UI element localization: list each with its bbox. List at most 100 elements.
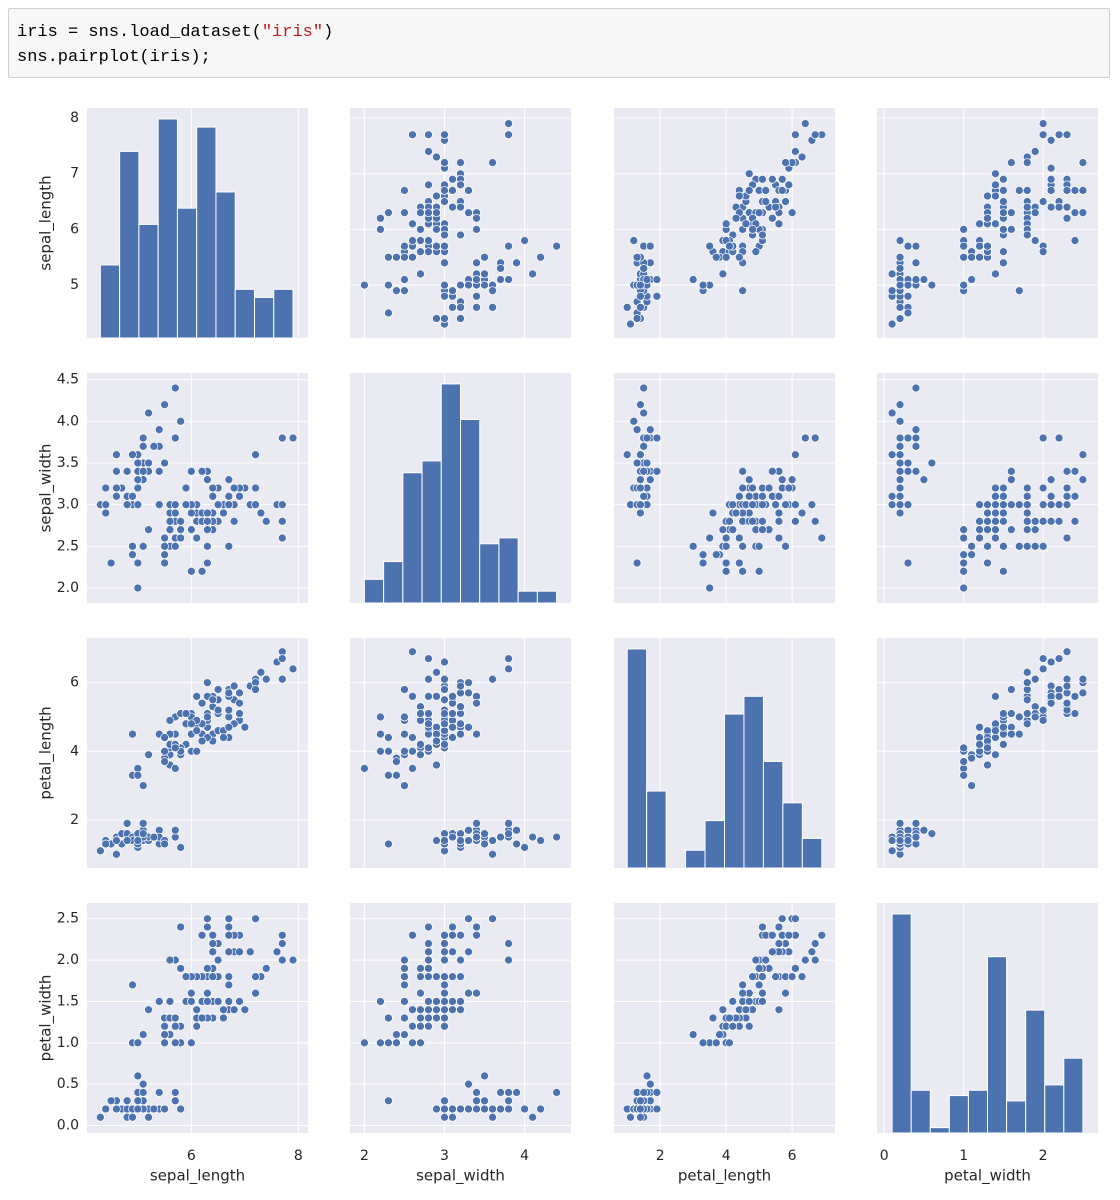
scatter-point (464, 1079, 473, 1089)
scatter-point (1078, 208, 1088, 218)
scatter-point (738, 286, 747, 296)
scatter-point (552, 1088, 561, 1097)
scatter-point (927, 280, 937, 290)
y-tick-label: 2.0 (57, 580, 79, 596)
scatter-point (160, 541, 169, 551)
scatter-point (197, 698, 207, 708)
scatter-point (895, 508, 905, 518)
scatter-point (708, 1013, 718, 1023)
scatter-point (213, 997, 223, 1006)
scatter-point (911, 466, 921, 476)
scatter-point (895, 819, 905, 828)
scatter-point (288, 955, 298, 965)
y-tick-label: 0.0 (57, 1118, 79, 1134)
scatter-point (999, 541, 1008, 551)
scatter-point (408, 930, 417, 940)
scatter-point (106, 558, 116, 568)
scatter-point (384, 280, 393, 290)
scatter-point (456, 997, 465, 1006)
scatter-point (758, 500, 767, 510)
scatter-point (448, 832, 457, 842)
scatter-point (797, 972, 807, 981)
scatter-point (112, 466, 121, 476)
scatter-point (416, 972, 425, 981)
scatter-point (504, 819, 513, 828)
scatter-point (810, 955, 820, 965)
scatter-point (983, 500, 992, 510)
scatter-point (424, 147, 433, 156)
scatter-point (1014, 712, 1024, 722)
scatter-point (642, 458, 652, 468)
scatter-point (1006, 729, 1016, 739)
scatter-point (639, 466, 649, 476)
scatter-point (761, 186, 771, 195)
scatter-point (480, 839, 489, 849)
scatter-point (748, 516, 757, 526)
scatter-point (774, 516, 784, 526)
scatter-point (895, 264, 905, 273)
scatter-point (440, 685, 449, 694)
scatter-point (639, 264, 649, 273)
scatter-point (967, 275, 976, 284)
scatter-point (999, 258, 1008, 268)
scatter-point (224, 980, 234, 990)
scatter-point (472, 1104, 481, 1114)
scatter-point (983, 213, 992, 223)
scatter-point (496, 1088, 505, 1097)
scatter-point (645, 241, 655, 251)
histogram-bar (99, 264, 121, 339)
scatter-point (408, 733, 417, 742)
scatter-point (416, 1038, 425, 1048)
scatter-point (101, 1104, 111, 1114)
histogram-bar (724, 713, 745, 869)
scatter-point (1054, 202, 1064, 212)
scatter-point (416, 1005, 425, 1015)
scatter-point (1062, 213, 1072, 223)
scatter-point (138, 781, 148, 790)
scatter-point (122, 1096, 132, 1106)
scatter-point (999, 174, 1008, 184)
scatter-point (999, 197, 1008, 206)
scatter-point (895, 303, 905, 312)
scatter-point (758, 230, 767, 240)
scatter-point (480, 252, 489, 262)
scatter-point (488, 1104, 497, 1114)
scatter-point (496, 832, 505, 842)
scatter-point (903, 836, 913, 845)
scatter-point (488, 158, 497, 167)
scatter-point (791, 964, 800, 973)
scatter-point (652, 275, 662, 284)
scatter-point (512, 825, 521, 835)
scatter-point (1070, 236, 1080, 245)
scatter-point (432, 736, 441, 746)
scatter-point (416, 208, 425, 218)
scatter-point (1006, 709, 1016, 718)
scatter-point (1030, 516, 1040, 526)
scatter-point (448, 930, 457, 940)
scatter-point (440, 657, 449, 667)
scatter-point (887, 408, 897, 418)
scatter-point (186, 566, 196, 576)
scatter-point (160, 733, 169, 742)
scatter-point (384, 308, 393, 318)
scatter-point (512, 839, 521, 849)
scatter-point (991, 169, 1000, 179)
scatter-point (734, 191, 744, 201)
scatter-point (160, 550, 169, 560)
y-tick-label: 4 (70, 743, 79, 759)
scatter-point (138, 1079, 148, 1089)
scatter-point (192, 726, 202, 736)
scatter-point (440, 709, 449, 718)
scatter-point (408, 1021, 417, 1031)
scatter-point (1022, 667, 1032, 677)
scatter-point (911, 383, 921, 393)
scatter-point (639, 441, 649, 451)
scatter-point (128, 980, 137, 990)
scatter-point (472, 225, 481, 234)
scatter-point (504, 130, 513, 140)
scatter-point (800, 955, 810, 965)
scatter-point (738, 541, 747, 551)
scatter-point (636, 1112, 645, 1122)
scatter-point (781, 158, 790, 167)
scatter-point (1014, 500, 1024, 510)
